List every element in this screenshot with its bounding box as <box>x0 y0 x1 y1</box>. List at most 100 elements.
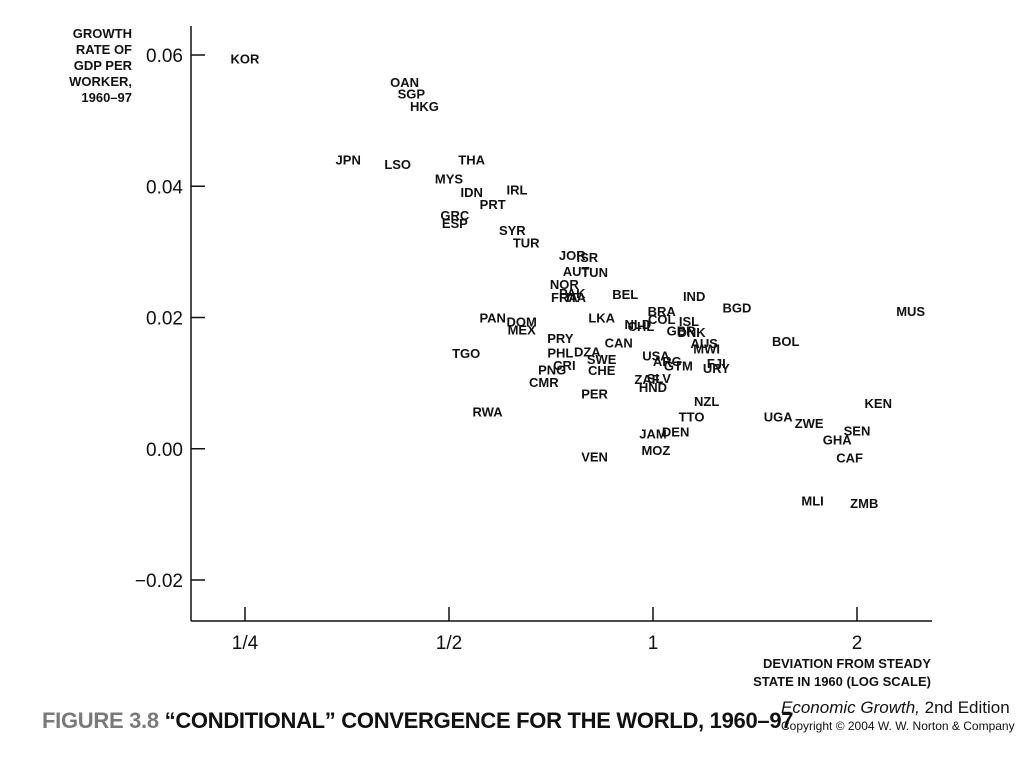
data-point-ury: URY <box>703 361 730 376</box>
data-point-sen: SEN <box>844 423 871 438</box>
data-point-tto: TTO <box>679 410 705 425</box>
data-point-bel: BEL <box>612 287 638 302</box>
figure-number: FIGURE 3.8 <box>42 708 159 733</box>
y-tick-label: 0.00 <box>146 440 183 461</box>
data-point-uga: UGA <box>764 410 794 425</box>
figure-title: “CONDITIONAL” CONVERGENCE FOR THE WORLD,… <box>164 708 794 733</box>
y-axis-title-line: 1960–97 <box>81 90 132 105</box>
data-point-gbr: GBR <box>667 324 697 339</box>
data-point-kor: KOR <box>231 51 261 66</box>
data-point-bol: BOL <box>772 334 800 349</box>
data-point-mus: MUS <box>896 304 925 319</box>
data-point-mli: MLI <box>801 494 823 509</box>
x-tick-label: 1 <box>648 633 659 654</box>
data-point-moz: MOZ <box>641 443 670 458</box>
data-point-png: PNG <box>538 362 566 377</box>
data-point-nld: NLD <box>625 317 652 332</box>
data-point-den: DEN <box>662 425 689 440</box>
data-point-ind: IND <box>683 289 705 304</box>
data-point-zaf: ZAF <box>634 372 659 387</box>
data-point-can: CAN <box>605 335 633 350</box>
data-point-hnd: HND <box>639 380 667 395</box>
data-point-cmr: CMR <box>529 375 559 390</box>
x-tick-label: 2 <box>852 633 863 654</box>
data-point-jor: JOR <box>559 248 586 263</box>
data-point-phl: PHL <box>547 345 573 360</box>
data-point-mwi: MWI <box>693 341 720 356</box>
x-tick-label: 1/4 <box>232 633 259 654</box>
data-point-dza: DZA <box>574 345 601 360</box>
data-point-irl: IRL <box>507 183 528 198</box>
copyright-notice: Copyright © 2004 W. W. Norton & Company <box>781 719 1015 733</box>
data-point-ita: ITA <box>566 290 587 305</box>
data-point-fra: FRA <box>551 290 578 305</box>
data-point-lso: LSO <box>384 157 411 172</box>
data-point-pak: PAK <box>559 286 586 301</box>
data-point-idn: IDN <box>460 185 482 200</box>
data-point-rwa: RWA <box>473 404 504 419</box>
data-point-caf: CAF <box>836 450 863 465</box>
data-point-isr: ISR <box>576 250 598 265</box>
data-point-che: CHE <box>588 363 616 378</box>
y-tick-label: 0.04 <box>146 177 183 198</box>
book-line: Economic Growth, 2nd Edition <box>781 698 1015 718</box>
data-point-tur: TUR <box>513 236 540 251</box>
data-point-cri: CRI <box>553 358 575 373</box>
y-axis-title-line: WORKER, <box>69 74 132 89</box>
data-point-prt: PRT <box>480 197 506 212</box>
data-point-nor: NOR <box>550 277 580 292</box>
data-point-jpn: JPN <box>336 152 361 167</box>
book-title: Economic Growth, <box>781 698 920 717</box>
data-point-fji: FJI <box>707 356 726 371</box>
x-axis-title: DEVIATION FROM STEADY STATE IN 1960 (LOG … <box>753 656 931 689</box>
data-point-gha: GHA <box>823 433 853 448</box>
data-point-mys: MYS <box>435 171 464 186</box>
data-point-ven: VEN <box>581 450 608 465</box>
y-tick-label: −0.02 <box>135 571 183 592</box>
y-axis-title-line: RATE OF <box>76 42 132 57</box>
data-point-lka: LKA <box>588 311 615 326</box>
scatter-chart: 0.06 0.04 0.02 0.00 −0.02 1/4 1/2 1 2 GROWTHRAT… <box>69 26 932 689</box>
data-point-hkg: HKG <box>410 99 439 114</box>
data-point-sgp: SGP <box>398 87 426 102</box>
data-point-slv: SLV <box>647 371 672 386</box>
data-point-bgd: BGD <box>722 301 751 316</box>
publisher-credit: Economic Growth, 2nd Edition Copyright ©… <box>781 698 1015 733</box>
data-point-col: COL <box>648 312 676 327</box>
figure-caption: FIGURE 3.8 “CONDITIONAL” CONVERGENCE FOR… <box>42 708 794 734</box>
chart-axes <box>190 26 932 622</box>
data-point-aus: AUS <box>690 336 718 351</box>
x-axis-title-line: STATE IN 1960 (LOG SCALE) <box>753 674 931 689</box>
y-tick-label: 0.02 <box>146 309 183 330</box>
data-point-dnk: DNK <box>677 325 706 340</box>
data-point-arg: ARG <box>653 354 682 369</box>
data-point-usa: USA <box>642 349 670 364</box>
x-ticks: 1/4 1/2 1 2 <box>232 607 863 654</box>
data-point-mex: MEX <box>508 322 537 337</box>
data-point-bra: BRA <box>648 304 677 319</box>
y-axis-title-line: GDP PER <box>74 58 133 73</box>
data-point-chl: CHL <box>628 319 655 334</box>
data-point-oan: OAN <box>390 75 419 90</box>
data-point-syr: SYR <box>499 223 526 238</box>
y-tick-label: 0.06 <box>146 46 183 67</box>
data-point-aut: AUT <box>563 264 590 279</box>
y-axis-title-line: GROWTH <box>73 26 132 41</box>
data-point-per: PER <box>581 387 608 402</box>
data-point-ken: KEN <box>865 396 892 411</box>
data-point-gtm: GTM <box>664 358 693 373</box>
data-point-jam: JAM <box>639 427 666 442</box>
data-point-tha: THA <box>458 152 485 167</box>
data-point-isl: ISL <box>679 314 699 329</box>
book-edition: 2nd Edition <box>924 698 1010 717</box>
y-ticks: 0.06 0.04 0.02 0.00 −0.02 <box>135 46 205 592</box>
data-point-tun: TUN <box>581 265 608 280</box>
data-point-nzl: NZL <box>694 394 719 409</box>
data-point-tgo: TGO <box>452 346 480 361</box>
data-point-dom: DOM <box>506 314 536 329</box>
data-point-zwe: ZWE <box>795 416 824 431</box>
data-point-pan: PAN <box>479 311 505 326</box>
x-axis-title-line: DEVIATION FROM STEADY <box>763 656 931 671</box>
